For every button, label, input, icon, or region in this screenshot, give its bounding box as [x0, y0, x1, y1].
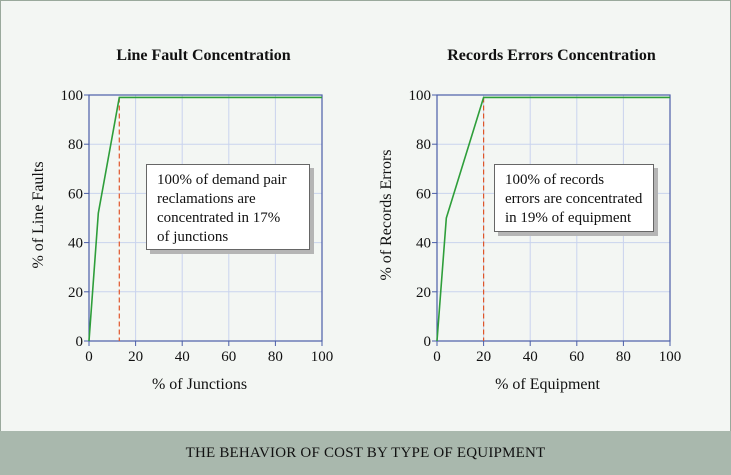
plot-area-border — [436, 94, 671, 342]
y-tick-label: 100 — [409, 88, 432, 104]
series-line — [436, 96, 670, 342]
x-tick-label: 100 — [659, 349, 682, 365]
x-tick-label: 40 — [175, 349, 190, 365]
y-axis-label: % of Line Faults — [30, 161, 47, 268]
y-tick-label: 20 — [68, 285, 83, 301]
y-tick-label: 100 — [61, 88, 84, 104]
plot-area-border — [88, 94, 323, 342]
x-tick-label: 40 — [523, 349, 538, 365]
x-tick-label: 80 — [268, 349, 283, 365]
y-tick-label: 60 — [68, 186, 83, 202]
caption-text: THE BEHAVIOR OF COST BY TYPE OF EQUIPMEN… — [185, 444, 546, 461]
chart-title: Records Errors Concentration — [447, 47, 656, 64]
x-tick-label: 60 — [221, 349, 236, 365]
figure-caption: THE BEHAVIOR OF COST BY TYPE OF EQUIPMEN… — [0, 431, 731, 475]
x-tick-label: 0 — [433, 349, 441, 365]
annotation-box-line-faults: 100% of demand pair reclamations are con… — [146, 164, 310, 250]
x-axis-label: % of Junctions — [152, 376, 247, 393]
x-tick-label: 60 — [569, 349, 584, 365]
y-tick-label: 80 — [416, 137, 431, 153]
y-tick-label: 0 — [76, 334, 84, 350]
series-line — [88, 96, 322, 342]
x-axis-label: % of Equipment — [495, 376, 600, 393]
y-tick-label: 20 — [416, 285, 431, 301]
x-tick-label: 20 — [476, 349, 491, 365]
x-tick-label: 0 — [85, 349, 93, 365]
y-tick-label: 40 — [68, 236, 83, 252]
annotation-box-records-errors: 100% of records errors are concentrated … — [494, 164, 654, 232]
y-tick-label: 40 — [416, 236, 431, 252]
y-tick-label: 80 — [68, 137, 83, 153]
x-tick-label: 80 — [616, 349, 631, 365]
y-axis-label: % of Records Errors — [378, 149, 395, 280]
x-tick-label: 100 — [311, 349, 334, 365]
x-tick-label: 20 — [128, 349, 143, 365]
y-tick-label: 0 — [424, 334, 432, 350]
chart-title: Line Fault Concentration — [116, 47, 290, 64]
y-tick-label: 60 — [416, 186, 431, 202]
